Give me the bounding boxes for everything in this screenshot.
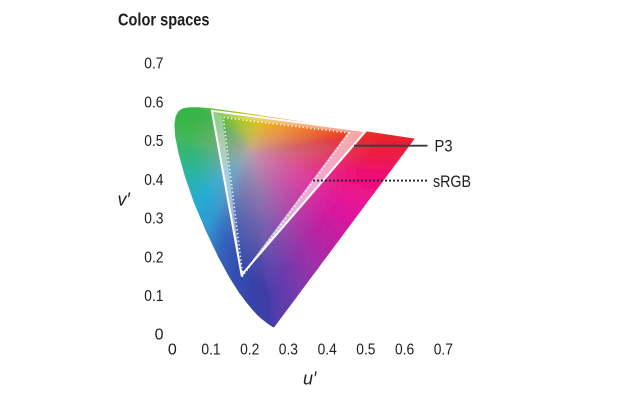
svg-text:0.4: 0.4 — [318, 341, 337, 358]
svg-text:0.5: 0.5 — [144, 133, 163, 150]
svg-text:Color spaces: Color spaces — [118, 10, 210, 30]
svg-text:v′: v′ — [118, 189, 131, 209]
svg-text:0.3: 0.3 — [144, 211, 163, 228]
svg-text:0.1: 0.1 — [201, 341, 220, 358]
svg-text:0: 0 — [155, 327, 164, 344]
svg-text:sRGB: sRGB — [433, 173, 471, 191]
svg-text:0.1: 0.1 — [144, 288, 163, 305]
svg-text:u′: u′ — [303, 369, 317, 389]
svg-text:0.2: 0.2 — [144, 249, 163, 266]
svg-text:0.7: 0.7 — [434, 341, 453, 358]
svg-text:P3: P3 — [435, 138, 453, 156]
svg-text:0.4: 0.4 — [144, 172, 163, 189]
svg-text:0: 0 — [168, 341, 177, 358]
svg-text:0.2: 0.2 — [240, 341, 259, 358]
svg-text:0.7: 0.7 — [144, 56, 163, 73]
svg-text:0.3: 0.3 — [279, 341, 298, 358]
svg-text:0.6: 0.6 — [395, 341, 414, 358]
svg-text:0.6: 0.6 — [144, 94, 163, 111]
svg-text:0.5: 0.5 — [356, 341, 375, 358]
